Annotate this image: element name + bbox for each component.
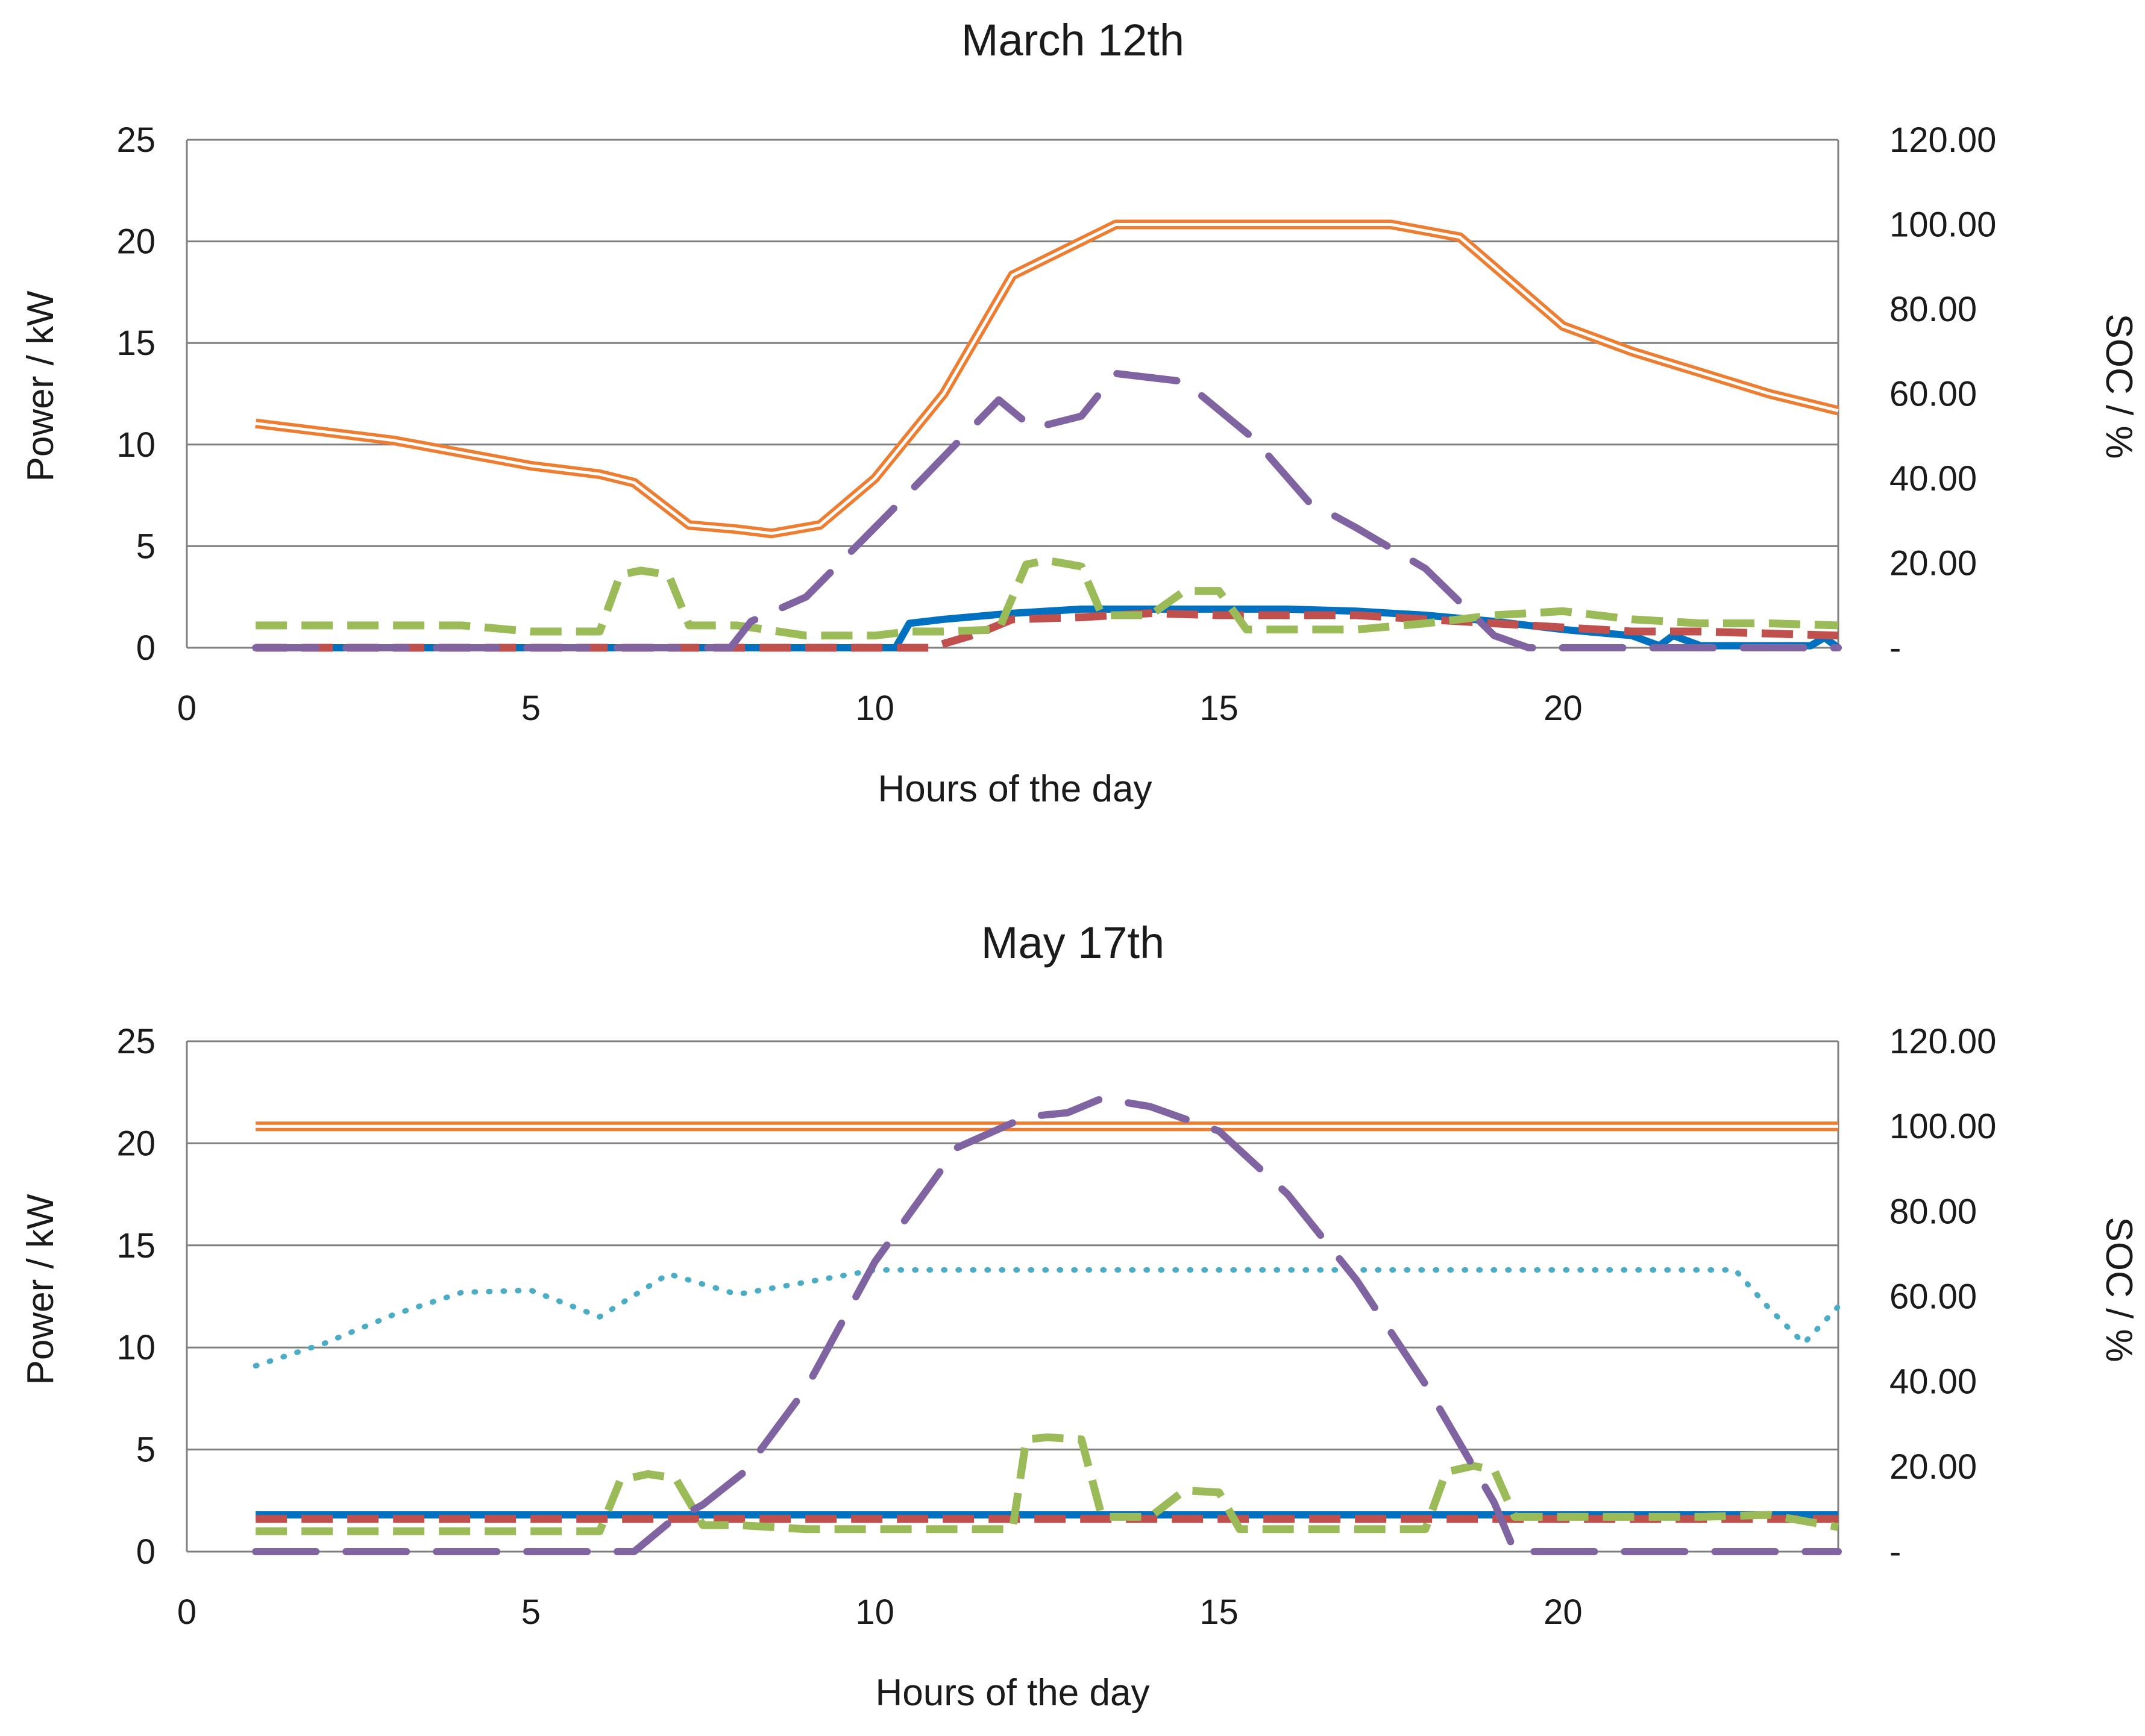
y2-tick-label: 100.00: [1889, 205, 1996, 245]
chart-may-17th: May 17th Power / kW SOC / % Hours of the…: [20, 918, 2140, 1714]
x-tick-label: 20: [1544, 1593, 1583, 1632]
y2-tick-label: 60.00: [1889, 375, 1977, 414]
y2-axis-label: SOC / %: [2098, 1217, 2140, 1362]
x-axis-label: Hours of the day: [878, 768, 1152, 810]
y2-tick-label: 40.00: [1889, 459, 1977, 498]
series-lines: [252, 219, 1842, 652]
chart-title: May 17th: [981, 918, 1164, 968]
series-wind: [256, 1433, 1839, 1535]
y2-tick-label: -: [1889, 628, 1901, 668]
y2-tick-label: 40.00: [1889, 1362, 1977, 1402]
chart-march-12th: March 12th Power / kW SOC / % Hours of t…: [20, 15, 2140, 810]
y-tick-label: 20: [116, 1124, 155, 1163]
x-tick-label: 20: [1544, 689, 1583, 728]
x-tick-label: 0: [177, 1593, 196, 1632]
y-tick-label: 25: [116, 1022, 155, 1061]
series-soc: [255, 219, 1839, 539]
y2-tick-label: 120.00: [1889, 1022, 1996, 1061]
y-tick-label: 15: [116, 324, 155, 363]
y2-axis-label: SOC / %: [2098, 313, 2140, 459]
series-battery: [256, 609, 1839, 652]
y-axis-label: Power / kW: [20, 290, 61, 481]
y2-tick-label: 20.00: [1889, 1447, 1977, 1487]
y-tick-label: 5: [136, 1430, 155, 1470]
y2-tick-label: 60.00: [1889, 1277, 1977, 1317]
tick-labels: 0 5 10 15 20 25 - 20.00 40.00 60.00 80.00 100.00 120…: [116, 1022, 1996, 1632]
y-tick-label: 25: [116, 121, 155, 160]
y-tick-label: 5: [136, 527, 155, 566]
series-pv: [252, 1094, 1842, 1555]
chart-title: March 12th: [961, 15, 1184, 65]
y2-tick-label: 80.00: [1889, 1192, 1977, 1231]
y2-tick-label: 80.00: [1889, 290, 1977, 329]
y-axis-label: Power / kW: [20, 1194, 61, 1385]
series-lines: [252, 1094, 1842, 1555]
y2-tick-label: 100.00: [1889, 1107, 1996, 1146]
x-tick-label: 0: [177, 689, 196, 728]
x-axis-label: Hours of the day: [876, 1672, 1150, 1714]
tick-labels: 0 5 10 15 20 25 - 20.00 40.00 60.00 80.00 100.00 120…: [116, 121, 1996, 728]
y-tick-label: 0: [136, 1532, 155, 1571]
x-tick-label: 15: [1199, 689, 1239, 728]
x-tick-label: 10: [855, 689, 894, 728]
series-wind: [256, 556, 1839, 640]
y2-tick-label: 120.00: [1889, 121, 1996, 160]
series-pv: [252, 369, 1842, 651]
y-tick-label: 15: [116, 1226, 155, 1265]
x-tick-label: 15: [1199, 1593, 1239, 1632]
series-soc-outer: [255, 219, 1839, 539]
x-tick-label: 5: [521, 689, 541, 728]
y2-tick-label: -: [1889, 1532, 1901, 1571]
x-tick-label: 5: [521, 1593, 541, 1632]
y-tick-label: 0: [136, 628, 155, 668]
y-tick-label: 10: [116, 1328, 155, 1367]
y-tick-label: 20: [116, 222, 155, 262]
x-tick-label: 10: [855, 1593, 894, 1632]
y-tick-label: 10: [116, 425, 155, 465]
y2-tick-label: 20.00: [1889, 544, 1977, 583]
gridlines: [186, 139, 1839, 649]
gridlines: [186, 1040, 1839, 1553]
series-soc-inner: [255, 223, 1839, 535]
series-hydrogen: [253, 1267, 1841, 1369]
